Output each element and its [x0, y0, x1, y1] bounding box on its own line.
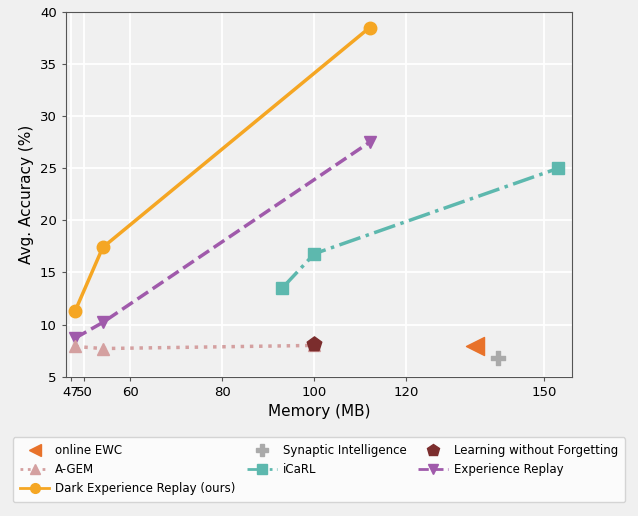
Legend: online EWC, A-GEM, Dark Experience Replay (ours), Synaptic Intelligence, iCaRL, : online EWC, A-GEM, Dark Experience Repla… [13, 437, 625, 502]
Point [309, 340, 320, 348]
Y-axis label: Avg. Accuracy (%): Avg. Accuracy (%) [19, 125, 34, 264]
Point [470, 342, 480, 350]
Point [493, 354, 503, 362]
X-axis label: Memory (MB): Memory (MB) [268, 404, 370, 420]
